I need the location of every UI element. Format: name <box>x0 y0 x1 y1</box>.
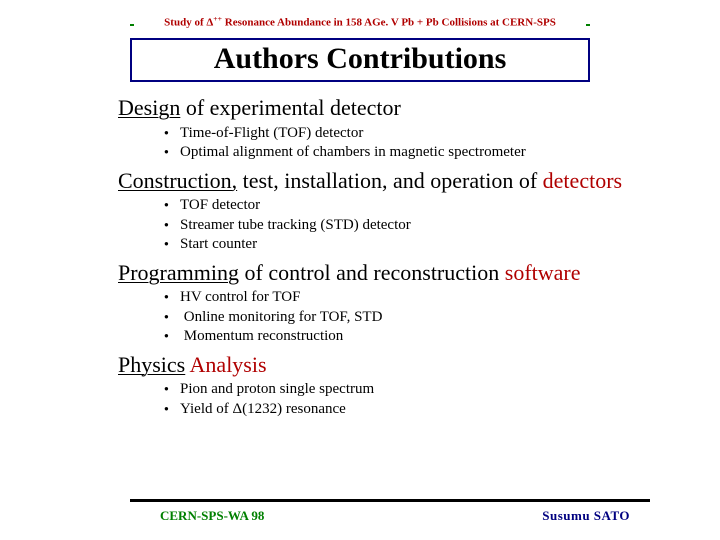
section-heading: Programming of control and reconstructio… <box>118 259 660 287</box>
bullet-list: HV control for TOF Online monitoring for… <box>118 288 660 347</box>
footer-left: CERN-SPS-WA 98 <box>160 508 264 524</box>
footer-right: Susumu SATO <box>542 508 630 524</box>
section-heading: Physics Analysis <box>118 351 660 379</box>
heading-part: software <box>505 260 581 285</box>
heading-part: Analysis <box>190 352 267 377</box>
content-region: Design of experimental detectorTime-of-F… <box>118 92 660 423</box>
section-heading: Construction, test, installation, and op… <box>118 167 660 195</box>
list-item: HV control for TOF <box>164 288 660 308</box>
bottom-rule <box>130 499 650 502</box>
heading-part: test, installation, and operation of <box>237 168 543 193</box>
list-item: Time-of-Flight (TOF) detector <box>164 124 660 144</box>
title-box: Authors Contributions <box>130 38 590 82</box>
list-item: Pion and proton single spectrum <box>164 380 660 400</box>
page-title: Authors Contributions <box>214 42 507 75</box>
list-item: Start counter <box>164 235 660 255</box>
heading-part: Design <box>118 95 180 120</box>
heading-part: of experimental detector <box>180 95 401 120</box>
top-caption-suffix: Resonance Abundance in 158 AGe. V Pb + P… <box>222 17 556 29</box>
slide: Study of Δ++ Resonance Abundance in 158 … <box>0 0 720 540</box>
list-item: Streamer tube tracking (STD) detector <box>164 216 660 236</box>
top-caption: Study of Δ++ Resonance Abundance in 158 … <box>134 14 586 29</box>
top-caption-prefix: Study of <box>164 17 206 29</box>
delta-superscript: ++ <box>213 14 222 23</box>
list-item: Online monitoring for TOF, STD <box>164 308 660 328</box>
list-item: Yield of Δ(1232) resonance <box>164 400 660 420</box>
heading-part: Construction, <box>118 168 237 193</box>
list-item: TOF detector <box>164 196 660 216</box>
bullet-list: Time-of-Flight (TOF) detectorOptimal ali… <box>118 124 660 163</box>
list-item: Momentum reconstruction <box>164 327 660 347</box>
section-heading: Design of experimental detector <box>118 94 660 122</box>
heading-part: detectors <box>543 168 622 193</box>
bullet-list: Pion and proton single spectrumYield of … <box>118 380 660 419</box>
heading-part: of control and reconstruction <box>239 260 505 285</box>
list-item: Optimal alignment of chambers in magneti… <box>164 143 660 163</box>
heading-part: Physics <box>118 352 185 377</box>
bullet-list: TOF detectorStreamer tube tracking (STD)… <box>118 196 660 255</box>
heading-part: Programming <box>118 260 239 285</box>
